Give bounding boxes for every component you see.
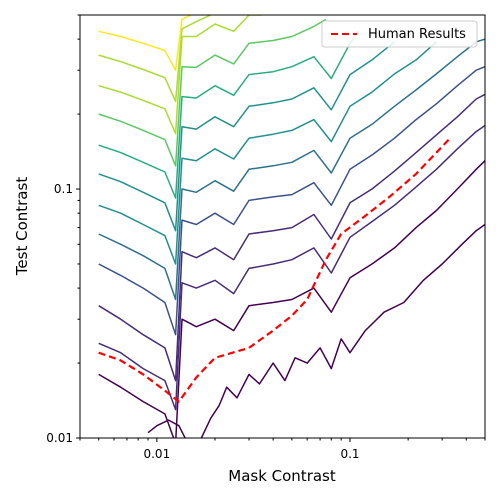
- contour-level-4: [98, 38, 485, 301]
- contour-level-5: [98, 41, 437, 265]
- contour-level-7: [98, 30, 359, 199]
- y-axis-label: Test Contrast: [13, 177, 31, 277]
- contour-level-2: [98, 93, 485, 382]
- contour-level-11: [98, 15, 192, 71]
- x-axis-label: Mask Contrast: [228, 467, 336, 485]
- contour-level-3: [98, 66, 485, 336]
- series-line-0: [98, 137, 451, 403]
- x-tick-label: 0.1: [340, 447, 359, 461]
- contour-level-0: [98, 160, 485, 438]
- y-tick-label: 0.1: [54, 182, 73, 196]
- contour-level-6: [98, 41, 395, 232]
- y-tick-label: 0.01: [46, 431, 73, 445]
- legend-label: Human Results: [368, 27, 466, 42]
- contour-low-1: [200, 223, 485, 438]
- contour-level-10: [98, 15, 212, 103]
- axis-ticks: 0.01 0.1 0.01 0.1: [46, 14, 486, 461]
- contour-level-8: [98, 18, 327, 167]
- contour-low-0: [147, 419, 186, 438]
- legend: Human Results: [321, 20, 478, 48]
- plot-frame: [79, 14, 486, 439]
- x-tick-label: 0.01: [143, 447, 170, 461]
- series-lines: [98, 137, 451, 403]
- contour-lines: [98, 15, 485, 438]
- legend-box: [321, 20, 478, 48]
